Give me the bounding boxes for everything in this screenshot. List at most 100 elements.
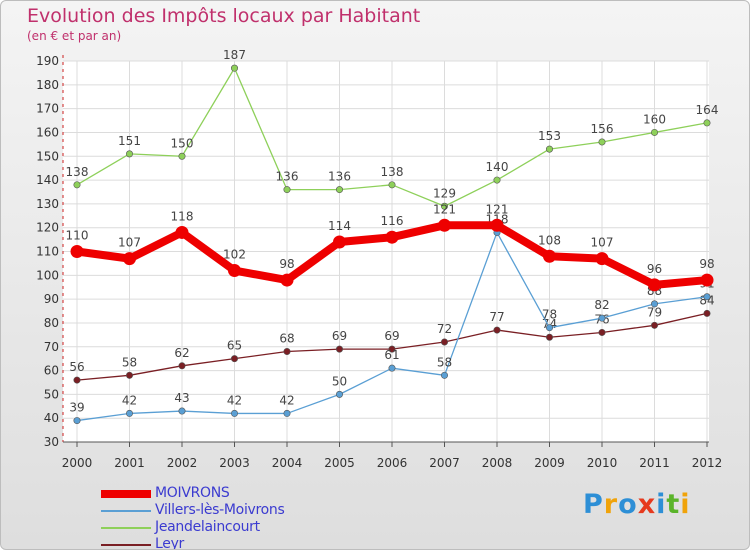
y-tick-label: 50 <box>44 387 59 401</box>
data-point <box>440 338 448 346</box>
data-point <box>595 252 609 266</box>
x-tick-label: 2003 <box>219 456 250 470</box>
data-label: 150 <box>171 136 194 150</box>
y-tick-label: 60 <box>44 364 59 378</box>
data-label: 69 <box>332 329 347 343</box>
y-tick-label: 110 <box>36 245 59 259</box>
x-tick-label: 2001 <box>114 456 145 470</box>
data-point <box>335 390 343 398</box>
data-point <box>73 181 81 189</box>
data-point <box>228 264 241 278</box>
data-point <box>440 202 448 210</box>
data-label: 79 <box>647 305 662 319</box>
data-label: 136 <box>328 170 351 184</box>
data-point <box>545 333 553 341</box>
data-label: 98 <box>699 257 714 271</box>
data-point <box>388 364 396 372</box>
data-label: 114 <box>328 219 351 233</box>
y-tick-label: 190 <box>36 54 59 68</box>
data-point <box>598 314 606 322</box>
data-point <box>703 293 711 301</box>
data-label: 153 <box>538 129 561 143</box>
data-point <box>545 145 553 153</box>
legend-label: MOIVRONS <box>155 485 230 501</box>
data-point <box>388 345 396 353</box>
data-point <box>543 249 556 263</box>
data-point <box>73 417 81 425</box>
data-label: 65 <box>227 339 242 353</box>
legend-swatch <box>101 527 151 529</box>
data-point <box>335 186 343 194</box>
proxiti-logo: Proxiti <box>583 489 691 520</box>
data-label: 42 <box>227 393 242 407</box>
data-point <box>231 64 239 72</box>
data-label: 56 <box>69 360 84 374</box>
logo-letter: i <box>656 489 667 520</box>
y-tick-label: 160 <box>36 125 59 139</box>
data-label: 156 <box>591 122 614 136</box>
y-tick-label: 70 <box>44 340 59 354</box>
data-point <box>650 128 658 136</box>
data-point <box>123 252 136 266</box>
data-point <box>493 176 501 184</box>
data-label: 136 <box>276 170 299 184</box>
data-label: 69 <box>384 329 399 343</box>
data-point <box>333 235 346 249</box>
data-label: 42 <box>279 393 294 407</box>
legend-swatch <box>101 510 151 512</box>
data-label: 50 <box>332 374 347 388</box>
data-label: 72 <box>437 322 452 336</box>
data-label: 151 <box>118 134 141 148</box>
data-label: 58 <box>122 355 137 369</box>
x-tick-label: 2007 <box>429 456 460 470</box>
legend-swatch <box>101 544 151 546</box>
data-point <box>283 409 291 417</box>
data-label: 82 <box>594 298 609 312</box>
y-tick-label: 100 <box>36 268 59 282</box>
data-label: 129 <box>433 186 456 200</box>
data-label: 98 <box>279 257 294 271</box>
data-point <box>598 328 606 336</box>
data-label: 110 <box>66 229 89 243</box>
data-label: 116 <box>381 214 404 228</box>
data-point <box>178 152 186 160</box>
data-label: 107 <box>591 236 614 250</box>
data-point <box>231 355 239 363</box>
data-point <box>703 119 711 127</box>
logo-letter: o <box>618 489 638 520</box>
x-tick-label: 2000 <box>62 456 93 470</box>
legend-label: Jeandelaincourt <box>155 519 260 535</box>
data-point <box>126 409 134 417</box>
y-tick-label: 170 <box>36 102 59 116</box>
data-point <box>178 362 186 370</box>
data-point <box>126 371 134 379</box>
data-label: 62 <box>174 346 189 360</box>
data-label: 107 <box>118 236 141 250</box>
data-label: 77 <box>489 310 504 324</box>
data-label: 160 <box>643 112 666 126</box>
data-point <box>335 345 343 353</box>
data-point <box>126 150 134 158</box>
data-label: 68 <box>279 332 294 346</box>
data-label: 42 <box>122 393 137 407</box>
data-point <box>440 371 448 379</box>
x-tick-label: 2012 <box>692 456 723 470</box>
data-point <box>283 348 291 356</box>
y-tick-label: 30 <box>44 435 59 449</box>
data-point <box>493 326 501 334</box>
data-label: 61 <box>384 348 399 362</box>
data-label: 121 <box>486 202 509 216</box>
legend-swatch <box>101 490 151 498</box>
logo-letter: P <box>583 489 604 520</box>
x-tick-label: 2002 <box>167 456 198 470</box>
data-label: 138 <box>381 165 404 179</box>
y-tick-label: 150 <box>36 149 59 163</box>
data-point <box>231 409 239 417</box>
x-tick-label: 2006 <box>377 456 408 470</box>
data-point <box>700 273 714 287</box>
logo-letter: i <box>680 489 691 520</box>
data-label: 138 <box>66 165 89 179</box>
y-tick-label: 180 <box>36 78 59 92</box>
